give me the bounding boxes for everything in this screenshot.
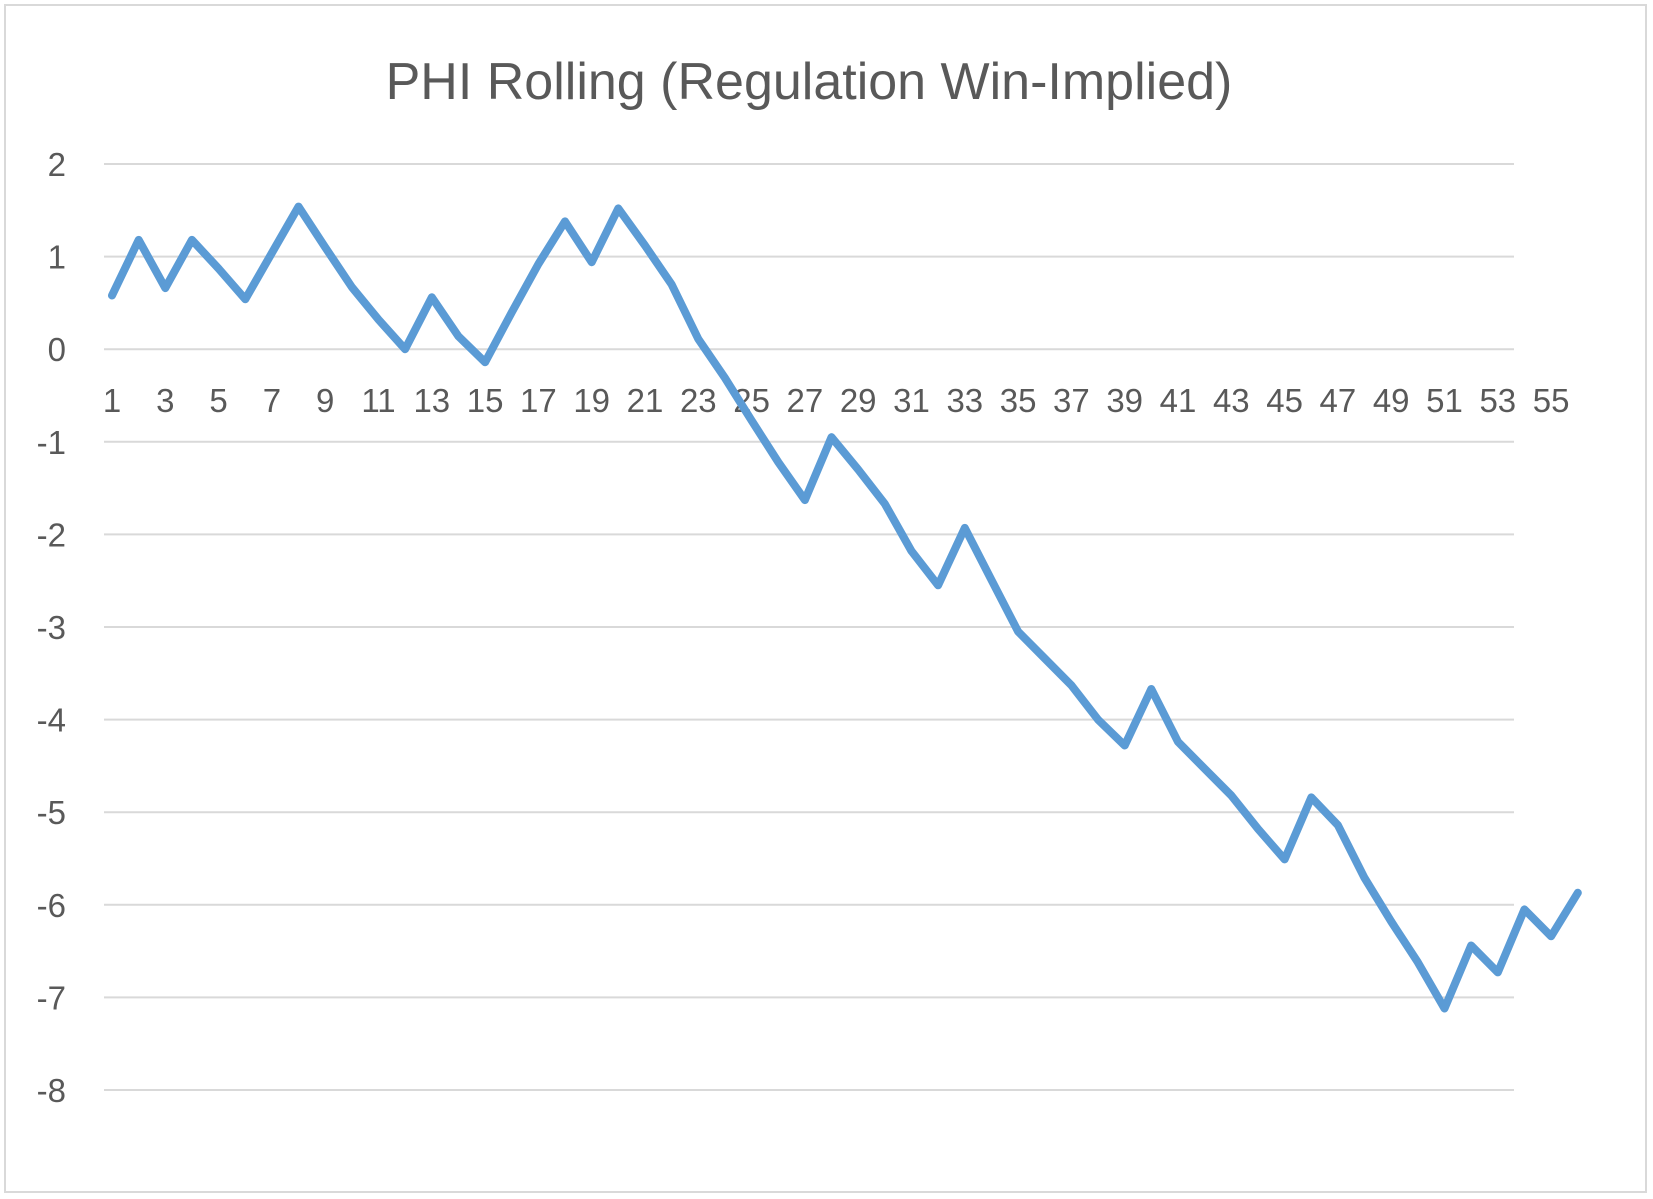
x-tick-label: 9 [316,382,334,419]
y-tick-label: 0 [48,331,66,368]
x-tick-label: 35 [1000,382,1037,419]
x-tick-label: 1 [103,382,121,419]
x-tick-label: 45 [1266,382,1303,419]
x-tick-label: 31 [893,382,930,419]
x-tick-label: 51 [1426,382,1463,419]
line-chart: PHI Rolling (Regulation Win-Implied) 210… [37,53,1582,1109]
x-tick-label: 41 [1160,382,1197,419]
x-tick-label: 37 [1053,382,1090,419]
chart-title: PHI Rolling (Regulation Win-Implied) [386,53,1233,111]
series-line [108,202,1582,1013]
y-tick-label: -2 [37,516,66,553]
x-tick-label: 13 [413,382,450,419]
y-tick-label: -7 [37,979,66,1016]
x-tick-label: 11 [361,382,395,419]
x-tick-label: 19 [573,382,610,419]
x-tick-label: 5 [209,382,227,419]
x-tick-label: 47 [1320,382,1357,419]
y-tick-label: -4 [37,702,66,739]
y-tick-label: -8 [37,1072,66,1109]
x-tick-label: 39 [1106,382,1143,419]
gridlines [104,163,1514,1091]
y-tick-label: -3 [37,609,66,646]
x-tick-label: 27 [787,382,824,419]
y-tick-label: -5 [37,794,66,831]
y-axis-tick-labels: 2 1 0 -1 -2 -3 -4 -5 -6 -7 -8 [37,146,66,1109]
y-tick-label: -1 [37,424,66,461]
y-tick-label: 2 [48,146,66,183]
x-tick-label: 33 [946,382,983,419]
x-tick-label: 43 [1213,382,1250,419]
x-tick-label: 21 [627,382,664,419]
x-axis-tick-labels: 1 3 5 7 9 11 13 15 17 19 21 23 25 27 29 31 33 35 37 39 41 43 4… [103,382,1570,419]
x-tick-label: 55 [1533,382,1570,419]
x-tick-label: 49 [1373,382,1410,419]
x-tick-label: 53 [1479,382,1516,419]
x-tick-label: 7 [263,382,281,419]
series-group [108,202,1582,1013]
x-tick-label: 3 [156,382,174,419]
x-tick-label: 17 [520,382,557,419]
x-tick-label: 23 [680,382,717,419]
y-tick-label: 1 [48,239,66,276]
y-tick-label: -6 [37,887,66,924]
x-tick-label: 29 [840,382,877,419]
x-tick-label: 15 [467,382,504,419]
